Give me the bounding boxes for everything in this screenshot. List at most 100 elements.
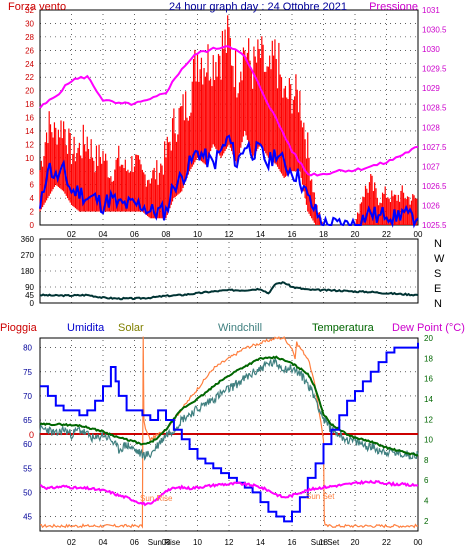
compass-label: N (434, 298, 442, 310)
wind-speed-tick-label: 4 (30, 194, 35, 203)
wind-speed-tick-label: 14 (25, 127, 34, 136)
sun-rise-time-label: Sun Rise (148, 538, 181, 547)
pressure-tick-label: 1030.5 (422, 26, 447, 35)
temperature-humidity-panel: 45 50 55 60 65 70 75 80 2 4 6 8 10 12 14 16 18 20 02 04 06… (0, 322, 465, 547)
time-tick-label: 06 (130, 538, 139, 547)
humidity-tick-label: 75 (23, 368, 32, 377)
humidity-tick-label: 70 (23, 392, 32, 401)
wind-direction-tick-label: 45 (25, 291, 34, 300)
temperature-tick-label: 18 (424, 354, 433, 363)
time-tick-label: 12 (225, 230, 234, 239)
humidity-label: Umidita (67, 322, 105, 334)
temperature-tick-label: 10 (424, 436, 433, 445)
pressure-axis: 1025.5 1026 1026.5 1027 1027.5 1028 1028.5 1029… (422, 6, 447, 230)
wind-direction-frame (39, 238, 419, 304)
time-tick-label: 18 (319, 230, 328, 239)
sun-set-annotation: Sun Set (306, 492, 335, 501)
pressure-tick-label: 1031 (422, 6, 440, 15)
pressure-label: Pressione (369, 1, 418, 13)
wind-speed-tick-label: 32 (25, 6, 34, 15)
wind-direction-line (39, 281, 419, 301)
wind-direction-tick-label: 90 (25, 283, 34, 292)
compass-label: N (434, 238, 442, 250)
pressure-tick-label: 1027.5 (422, 143, 447, 152)
pressure-tick-label: 1029.5 (422, 65, 447, 74)
wind-speed-tick-label: 24 (25, 60, 34, 69)
time-tick-label: 04 (99, 538, 108, 547)
temperature-tick-label: 6 (424, 476, 429, 485)
pressure-tick-label: 1027 (422, 162, 440, 171)
time-tick-label: 04 (99, 230, 108, 239)
time-tick-label: 14 (256, 230, 265, 239)
pressure-tick-label: 1029 (422, 84, 440, 93)
temperature-tick-label: 12 (424, 415, 433, 424)
temperature-tick-label: 2 (424, 517, 429, 526)
wind-direction-tick-label: 180 (21, 267, 35, 276)
wind-speed-tick-label: 22 (25, 73, 34, 82)
wind-speed-tick-label: 18 (25, 100, 34, 109)
time-tick-label: 22 (382, 230, 391, 239)
compass-label: W (434, 253, 445, 265)
time-tick-label: 06 (130, 230, 139, 239)
time-tick-label: 16 (288, 230, 297, 239)
temperature-line (39, 355, 419, 457)
humidity-tick-label: 65 (23, 416, 32, 425)
time-tick-label: 00 (414, 538, 423, 547)
rain-label: Pioggia (0, 322, 38, 334)
wind-speed-tick-label: 6 (30, 181, 35, 190)
temperature-axis: 2 4 6 8 10 12 14 16 18 20 (424, 334, 433, 526)
humidity-tick-label: 45 (23, 513, 32, 522)
temperature-tick-label: 16 (424, 375, 433, 384)
humidity-tick-label: 60 (23, 440, 32, 449)
time-tick-label: 22 (382, 538, 391, 547)
humidity-tick-label: 80 (23, 344, 32, 353)
time-tick-label: 20 (351, 538, 360, 547)
humidity-line (40, 342, 419, 523)
wind-speed-tick-label: 10 (25, 154, 34, 163)
wind-speed-tick-label: 8 (30, 167, 35, 176)
time-tick-label: 16 (288, 538, 297, 547)
wind-direction-tick-label: 360 (21, 235, 35, 244)
wind-speed-tick-label: 16 (25, 114, 34, 123)
time-tick-label: 02 (67, 538, 76, 547)
humidity-tick-label: 55 (23, 464, 32, 473)
wind-speed-tick-label: 30 (25, 19, 34, 28)
wind-speed-tick-label: 12 (25, 140, 34, 149)
wind-direction-tick-label: 0 (30, 299, 35, 308)
time-tick-label: 14 (256, 538, 265, 547)
wind-speed-label: Forza vento (8, 1, 66, 13)
time-tick-label: 08 (162, 538, 171, 547)
wind-speed-tick-label: 26 (25, 46, 34, 55)
humidity-axis: 45 50 55 60 65 70 75 80 (23, 344, 32, 522)
humidity-tick-label: 50 (23, 488, 32, 497)
time-tick-label: 20 (351, 230, 360, 239)
wind-speed-tick-label: 28 (25, 33, 34, 42)
dew-point-label: Dew Point (°C) (392, 322, 465, 334)
time-tick-label: 08 (162, 230, 171, 239)
time-tick-label: 10 (193, 538, 202, 547)
sun-rise-annotation: Sun Rise (140, 494, 173, 503)
compass-label: S (434, 268, 441, 280)
solar-line (39, 335, 419, 529)
temperature-tick-label: 20 (424, 334, 433, 343)
wind-direction-tick-label: 270 (21, 251, 35, 260)
pressure-tick-label: 1028 (422, 123, 440, 132)
pressure-tick-label: 1030 (422, 45, 440, 54)
temperature-tick-label: 4 (424, 497, 429, 506)
time-tick-label: 00 (414, 230, 423, 239)
wind-speed-series (39, 15, 418, 225)
time-tick-label: 10 (193, 230, 202, 239)
wind-speed-tick-label: 20 (25, 87, 34, 96)
time-tick-label: 12 (225, 538, 234, 547)
wind-gust-line (39, 134, 419, 229)
temperature-label: Temperatura (312, 322, 375, 334)
rain-zero-label: 0 (29, 430, 34, 440)
time-tick-label: 18 (319, 538, 328, 547)
